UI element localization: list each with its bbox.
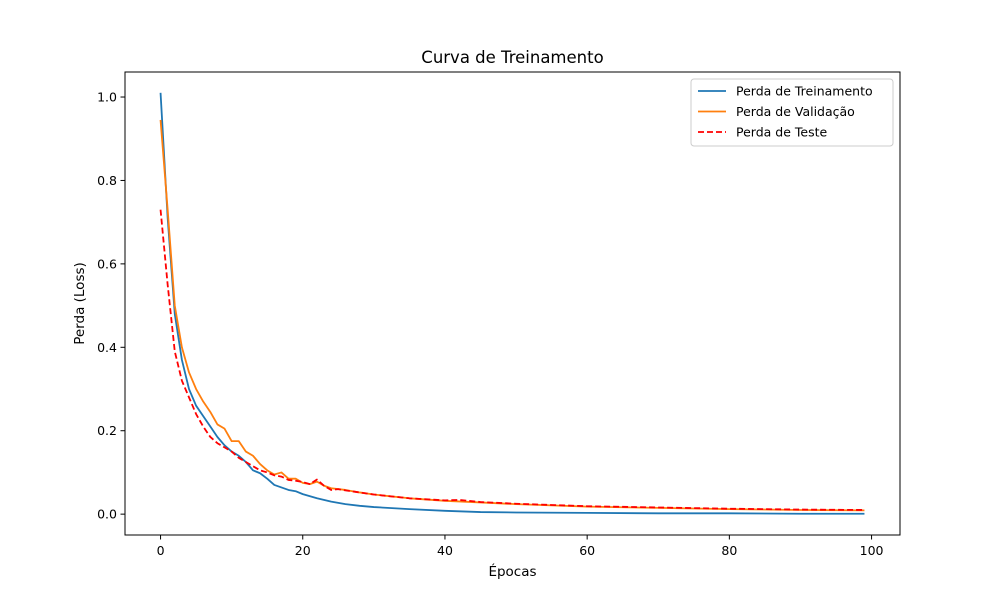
legend-label-2: Perda de Teste xyxy=(736,125,827,140)
x-tick-label: 20 xyxy=(295,543,311,558)
plot-frame xyxy=(124,71,901,536)
y-tick-label: 0.0 xyxy=(97,507,117,522)
y-tick-label: 0.6 xyxy=(97,256,117,271)
y-tick-label: 0.2 xyxy=(97,423,117,438)
y-axis-label: Perda (Loss) xyxy=(72,262,88,345)
series-line-0 xyxy=(159,92,865,515)
x-tick-label: 100 xyxy=(860,543,884,558)
y-tick-label: 1.0 xyxy=(97,90,117,105)
x-tick-label: 0 xyxy=(157,543,165,558)
y-tick-label: 0.8 xyxy=(97,173,117,188)
legend-label-0: Perda de Treinamento xyxy=(736,84,873,99)
x-tick-label: 80 xyxy=(721,543,737,558)
y-axis: 0.0 0.2 0.4 0.6 0.8 1.0 xyxy=(97,90,125,522)
legend-label-1: Perda de Validação xyxy=(736,104,855,119)
x-tick-label: 60 xyxy=(579,543,595,558)
x-axis-label: Épocas xyxy=(488,563,536,580)
x-tick-label: 40 xyxy=(437,543,453,558)
series-line-2 xyxy=(159,209,865,511)
x-axis: 0 20 40 60 80 100 xyxy=(157,535,884,558)
y-tick-label: 0.4 xyxy=(97,340,117,355)
plot-area xyxy=(159,92,865,515)
chart-title: Curva de Treinamento xyxy=(421,48,603,67)
legend: Perda de Treinamento Perda de Validação Pe… xyxy=(690,78,894,147)
legend-box xyxy=(690,78,894,147)
